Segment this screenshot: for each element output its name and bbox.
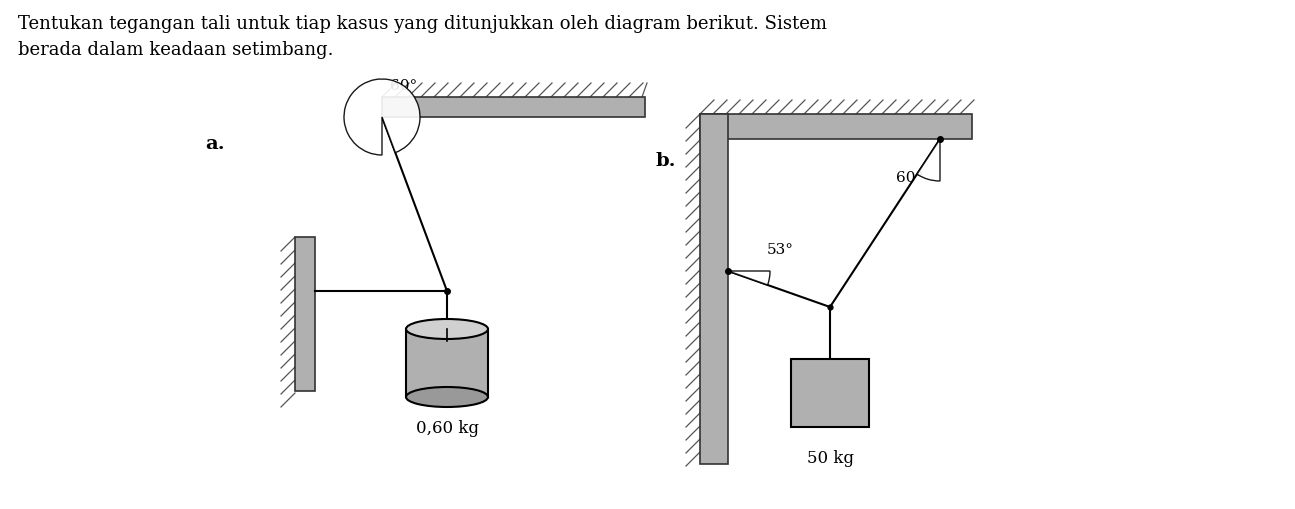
Ellipse shape: [407, 387, 488, 407]
Wedge shape: [917, 140, 940, 182]
Text: b.: b.: [655, 152, 676, 169]
Text: 53°: 53°: [767, 242, 794, 257]
Polygon shape: [382, 98, 645, 118]
Text: 50 kg: 50 kg: [807, 449, 853, 466]
Polygon shape: [791, 359, 869, 427]
Polygon shape: [295, 238, 315, 391]
Text: 60°: 60°: [896, 171, 923, 185]
Text: Tentukan tegangan tali untuk tiap kasus yang ditunjukkan oleh diagram berikut. S: Tentukan tegangan tali untuk tiap kasus …: [18, 15, 828, 59]
Text: 0,60 kg: 0,60 kg: [416, 419, 478, 436]
Polygon shape: [407, 329, 488, 397]
Text: 60°: 60°: [390, 79, 417, 93]
Text: a.: a.: [205, 135, 224, 153]
Ellipse shape: [407, 319, 488, 340]
Wedge shape: [728, 271, 771, 286]
Polygon shape: [701, 115, 728, 464]
Wedge shape: [344, 80, 420, 156]
Polygon shape: [701, 115, 973, 140]
